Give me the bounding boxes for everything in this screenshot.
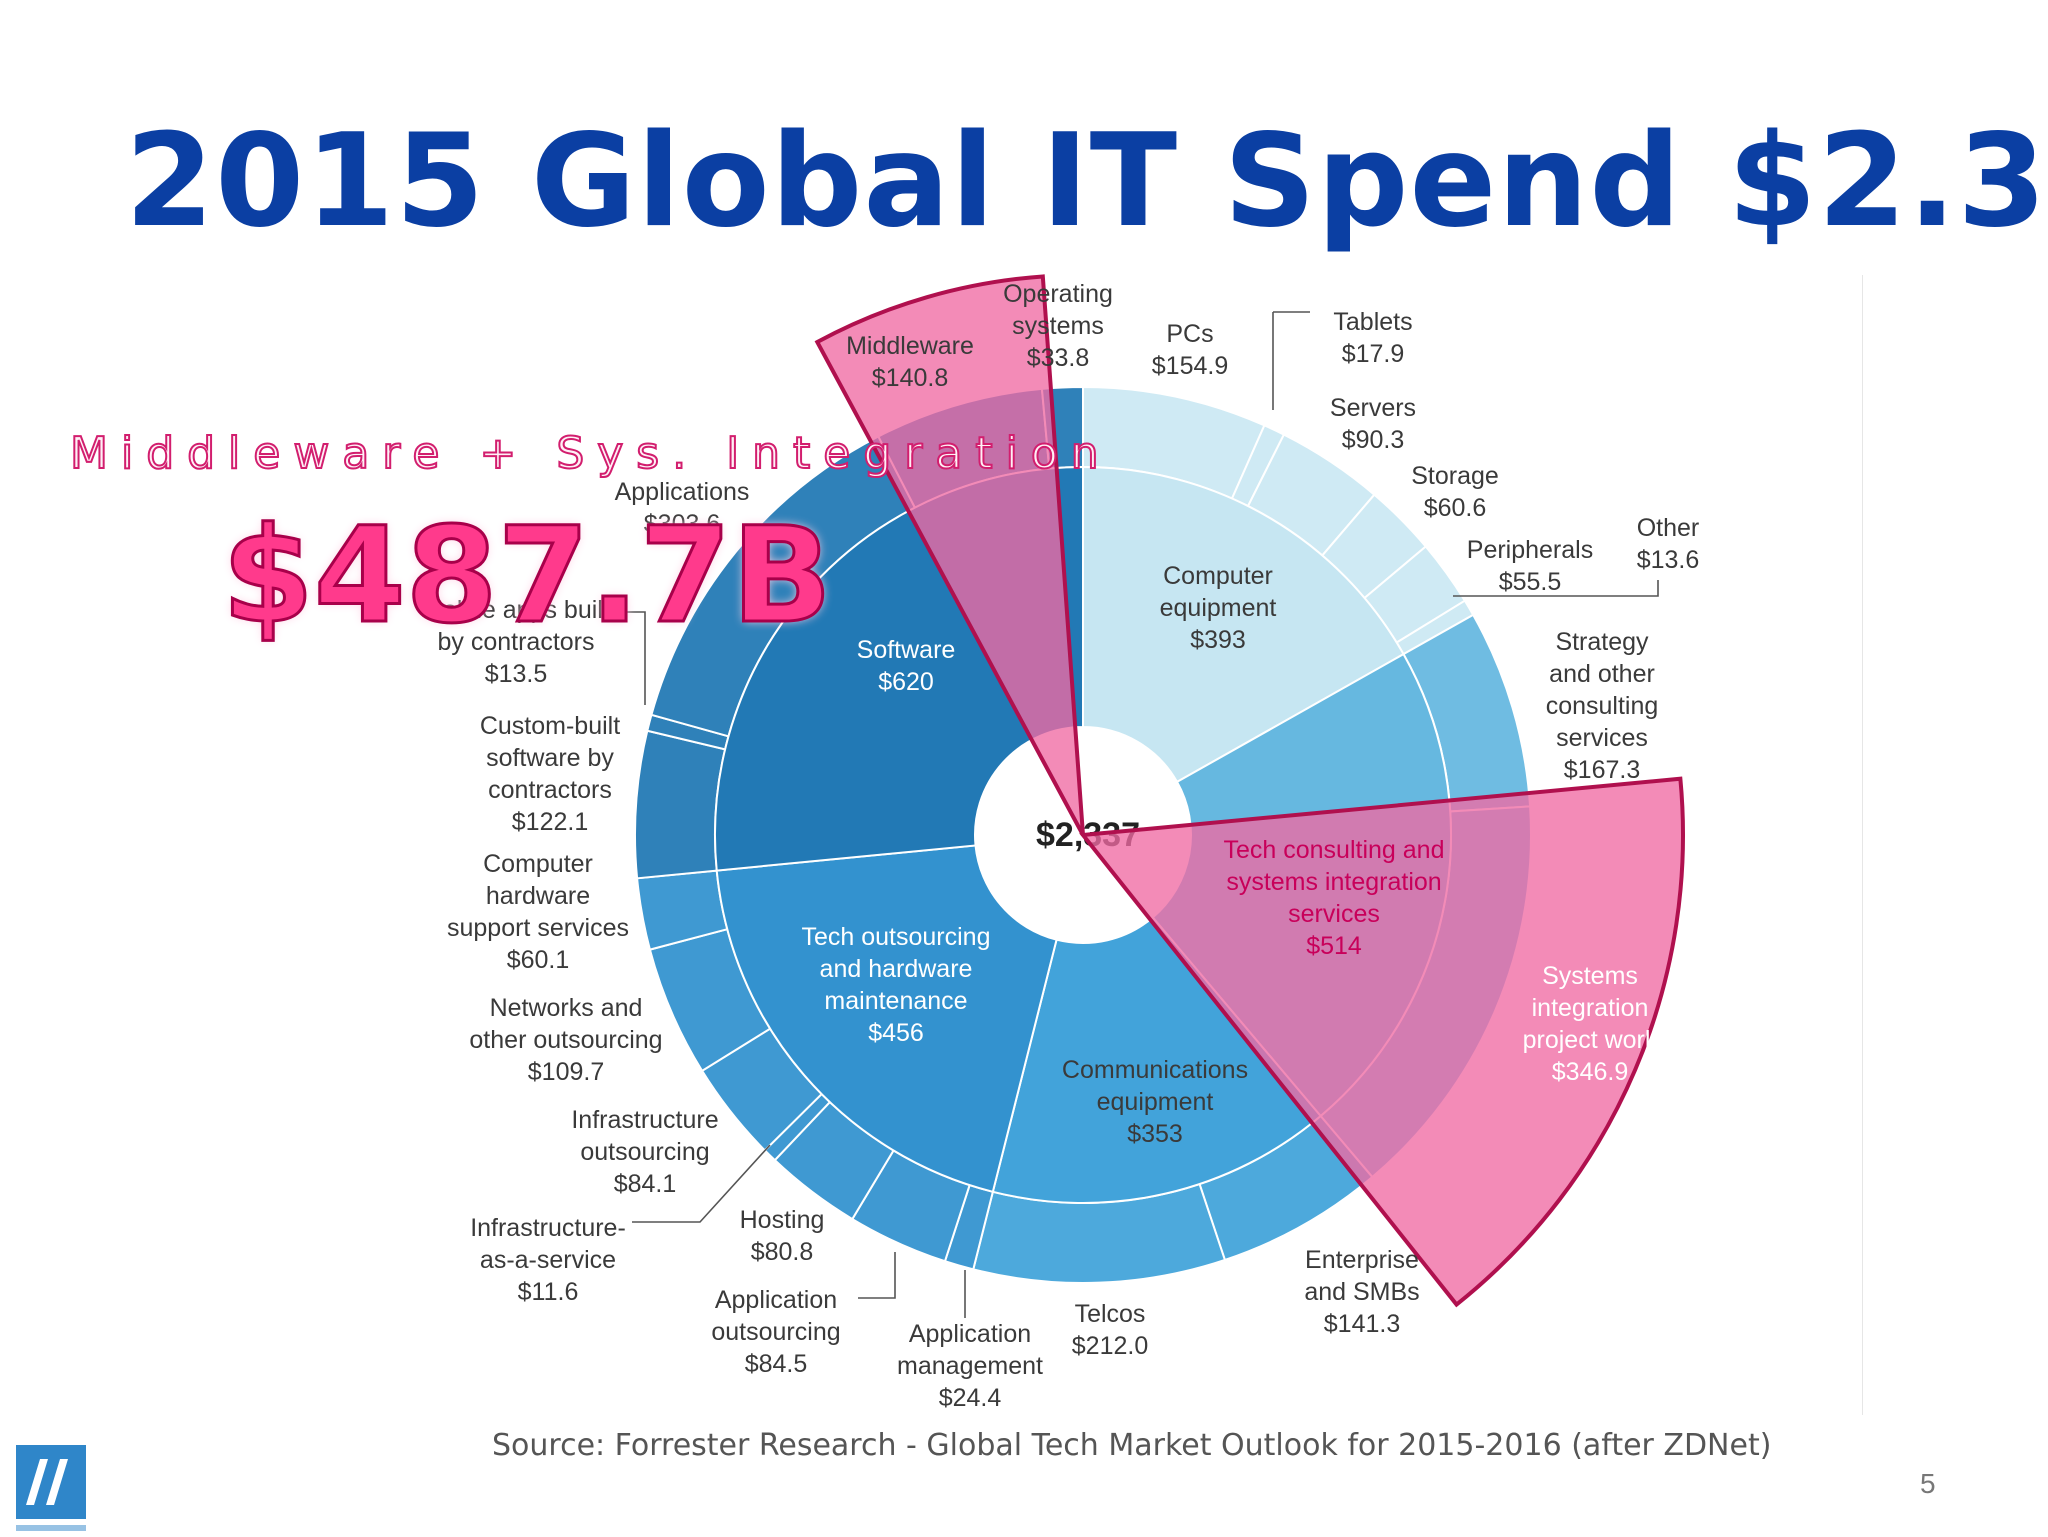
label-systems-integration-project-work: Systems integration project work $346.9 bbox=[1523, 962, 1658, 1086]
label-computer-hardware-support-services: Computer hardware support services $60.1 bbox=[447, 850, 629, 974]
leader-line bbox=[858, 1252, 896, 1299]
label-pcs: PCs $154.9 bbox=[1152, 320, 1228, 380]
label-telcos: Telcos $212.0 bbox=[1072, 1300, 1148, 1360]
label-mobile-apps-built-by-contractors: Mobile apps built by contractors $13.5 bbox=[422, 596, 610, 688]
label-tech-outsourcing-and-hardware-maintenance: Tech outsourcing and hardware maintenance $… bbox=[801, 923, 990, 1047]
company-logo-icon bbox=[16, 1445, 86, 1531]
leader-line bbox=[622, 611, 646, 705]
leader-lines bbox=[622, 311, 1659, 1318]
divider bbox=[1862, 275, 1863, 1415]
page-number: 5 bbox=[1920, 1468, 1936, 1499]
overlay-heading: Middleware + Sys. Integration bbox=[69, 427, 1112, 480]
leader-line bbox=[632, 1144, 771, 1223]
label-peripherals: Peripherals $55.5 bbox=[1467, 536, 1593, 596]
label-storage: Storage $60.6 bbox=[1411, 462, 1499, 522]
label-hosting: Hosting $80.8 bbox=[740, 1206, 825, 1266]
segment-labels: Operating systems $33.8 PCs $154.9 Tablets $17… bbox=[422, 280, 1699, 1412]
highlight-wedge-systems-integration-project-work bbox=[1079, 776, 1685, 1308]
outer-segment-custom-built-software-by-contractors bbox=[634, 729, 727, 880]
highlight-wedge-middleware bbox=[814, 274, 1085, 836]
label-applications: Applications $303.6 bbox=[615, 478, 750, 538]
label-enterprise-and-smbs: Enterprise and SMBs $141.3 bbox=[1304, 1246, 1419, 1338]
label-application-outsourcing: Application outsourcing $84.5 bbox=[711, 1286, 840, 1378]
label-computer-equipment: Computer equipment $393 bbox=[1160, 562, 1277, 654]
overlay-value: $487.7B bbox=[221, 499, 834, 653]
label-software: Software $620 bbox=[857, 636, 956, 696]
label-custom-built-software-by-contractors: Custom-built software by contractors $122.1 bbox=[480, 712, 620, 836]
slide-title: 2015 Global IT Spend $2.3T bbox=[125, 107, 2048, 256]
label-infrastructure-as-a-service: Infrastructure-as-a-service $11.6 bbox=[470, 1214, 626, 1306]
label-tablets: Tablets $17.9 bbox=[1333, 308, 1412, 368]
leader-line bbox=[1453, 580, 1659, 597]
label-communications-equipment: Communications equipment $353 bbox=[1062, 1056, 1248, 1148]
label-networks-and-other-outsourcing: Networks and other outsourcing $109.7 bbox=[469, 994, 662, 1086]
label-application-management: Application management $24.4 bbox=[897, 1320, 1043, 1412]
label-other: Other $13.6 bbox=[1637, 514, 1700, 574]
label-operating-systems: Operating systems $33.8 bbox=[1003, 280, 1113, 372]
label-infrastructure-outsourcing: Infrastructure outsourcing $84.1 bbox=[571, 1106, 718, 1198]
label-middleware: Middleware $140.8 bbox=[846, 332, 974, 392]
source-note: Source: Forrester Research - Global Tech… bbox=[492, 1428, 1772, 1463]
highlight-wedges bbox=[814, 274, 1685, 1308]
label-tech-consulting-and-systems-integration-services: Tech consulting and systems integration se… bbox=[1224, 836, 1445, 960]
label-servers: Servers $90.3 bbox=[1330, 394, 1416, 454]
label-strategy-and-other-consulting-services: Strategy and other consulting services $167.… bbox=[1546, 628, 1659, 784]
